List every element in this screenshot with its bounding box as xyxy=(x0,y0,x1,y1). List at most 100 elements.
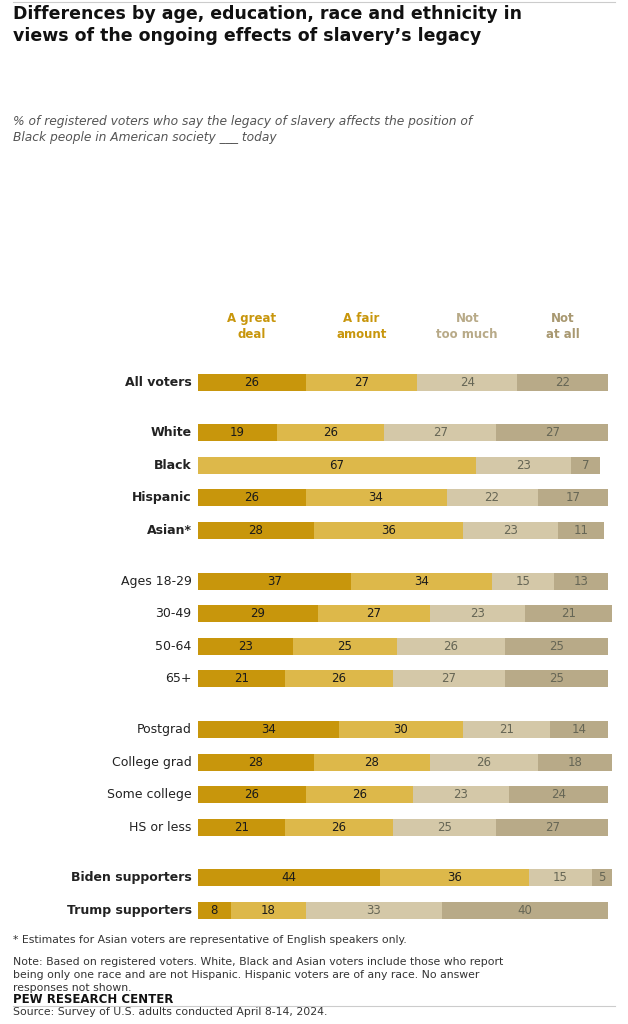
Bar xyxy=(306,374,418,390)
Bar xyxy=(198,671,285,687)
Text: Source: Survey of U.S. adults conducted April 8-14, 2024.: Source: Survey of U.S. adults conducted … xyxy=(13,1007,327,1017)
Text: 33: 33 xyxy=(367,904,381,916)
Text: 15: 15 xyxy=(516,574,531,588)
Bar xyxy=(351,572,492,590)
Text: 25: 25 xyxy=(549,640,564,652)
Bar xyxy=(475,457,571,474)
Text: 40: 40 xyxy=(518,904,533,916)
Text: 34: 34 xyxy=(414,574,429,588)
Text: 28: 28 xyxy=(249,524,263,537)
Bar xyxy=(198,819,285,836)
Text: 27: 27 xyxy=(433,426,448,439)
Bar xyxy=(538,489,608,507)
Text: 25: 25 xyxy=(549,673,564,685)
Text: White: White xyxy=(151,426,192,439)
Text: 26: 26 xyxy=(244,492,259,505)
Text: College grad: College grad xyxy=(112,756,192,769)
Bar xyxy=(198,489,306,507)
Text: Biden supporters: Biden supporters xyxy=(71,871,192,885)
Bar xyxy=(496,424,608,441)
Text: 23: 23 xyxy=(453,788,468,801)
Text: 27: 27 xyxy=(441,673,456,685)
Bar xyxy=(430,754,538,770)
Bar xyxy=(555,572,608,590)
Text: Asian*: Asian* xyxy=(146,524,192,537)
Text: Trump supporters: Trump supporters xyxy=(67,904,192,916)
Text: 27: 27 xyxy=(367,607,381,621)
Text: 23: 23 xyxy=(238,640,253,652)
Bar xyxy=(504,671,608,687)
Bar xyxy=(504,638,608,654)
Bar xyxy=(592,869,612,887)
Text: 21: 21 xyxy=(561,607,577,621)
Bar xyxy=(418,374,517,390)
Text: * Estimates for Asian voters are representative of English speakers only.: * Estimates for Asian voters are represe… xyxy=(13,935,406,945)
Bar xyxy=(529,869,592,887)
Text: 11: 11 xyxy=(574,524,588,537)
Text: 5: 5 xyxy=(598,871,605,885)
Text: Differences by age, education, race and ethnicity in
views of the ongoing effect: Differences by age, education, race and … xyxy=(13,5,522,45)
Text: 23: 23 xyxy=(470,607,485,621)
Bar xyxy=(198,424,276,441)
Bar xyxy=(198,786,306,803)
Text: 36: 36 xyxy=(447,871,462,885)
Bar xyxy=(198,869,380,887)
Text: Postgrad: Postgrad xyxy=(137,723,192,736)
Bar xyxy=(380,869,529,887)
Bar xyxy=(392,671,504,687)
Text: 27: 27 xyxy=(354,376,369,389)
Text: 26: 26 xyxy=(244,376,259,389)
Text: HS or less: HS or less xyxy=(129,821,192,834)
Text: 26: 26 xyxy=(476,756,491,769)
Text: 23: 23 xyxy=(503,524,518,537)
Text: 21: 21 xyxy=(234,821,249,834)
Text: 25: 25 xyxy=(437,821,452,834)
Text: 21: 21 xyxy=(234,673,249,685)
Text: Not
too much: Not too much xyxy=(436,312,498,341)
Bar xyxy=(447,489,538,507)
Bar xyxy=(314,522,463,539)
Bar xyxy=(538,754,612,770)
Bar xyxy=(550,721,608,738)
Text: 18: 18 xyxy=(261,904,276,916)
Text: 21: 21 xyxy=(499,723,514,736)
Text: 18: 18 xyxy=(568,756,582,769)
Bar xyxy=(525,605,612,623)
Text: 30-49: 30-49 xyxy=(156,607,192,621)
Text: 13: 13 xyxy=(574,574,588,588)
Bar xyxy=(442,902,608,919)
Bar xyxy=(306,902,442,919)
Text: 34: 34 xyxy=(261,723,276,736)
Text: Black: Black xyxy=(154,459,192,472)
Text: 44: 44 xyxy=(281,871,296,885)
Bar xyxy=(571,457,600,474)
Bar xyxy=(198,754,314,770)
Text: 27: 27 xyxy=(544,821,560,834)
Text: 22: 22 xyxy=(555,376,570,389)
Bar xyxy=(463,522,558,539)
Bar xyxy=(285,819,392,836)
Bar xyxy=(198,374,306,390)
Text: 26: 26 xyxy=(244,788,259,801)
Text: 26: 26 xyxy=(323,426,338,439)
Bar xyxy=(392,819,496,836)
Bar xyxy=(463,721,550,738)
Text: 37: 37 xyxy=(267,574,282,588)
Bar xyxy=(231,902,306,919)
Bar xyxy=(198,605,318,623)
Text: A fair
amount: A fair amount xyxy=(337,312,387,341)
Text: 36: 36 xyxy=(381,524,396,537)
Text: 27: 27 xyxy=(544,426,560,439)
Text: 25: 25 xyxy=(337,640,352,652)
Text: 24: 24 xyxy=(551,788,566,801)
Text: 23: 23 xyxy=(516,459,531,472)
Bar xyxy=(430,605,525,623)
Bar xyxy=(517,374,608,390)
Text: 19: 19 xyxy=(230,426,245,439)
Text: 65+: 65+ xyxy=(165,673,192,685)
Bar xyxy=(285,671,392,687)
Bar xyxy=(198,638,293,654)
Bar xyxy=(198,522,314,539)
Text: 50-64: 50-64 xyxy=(155,640,192,652)
Bar xyxy=(293,638,397,654)
